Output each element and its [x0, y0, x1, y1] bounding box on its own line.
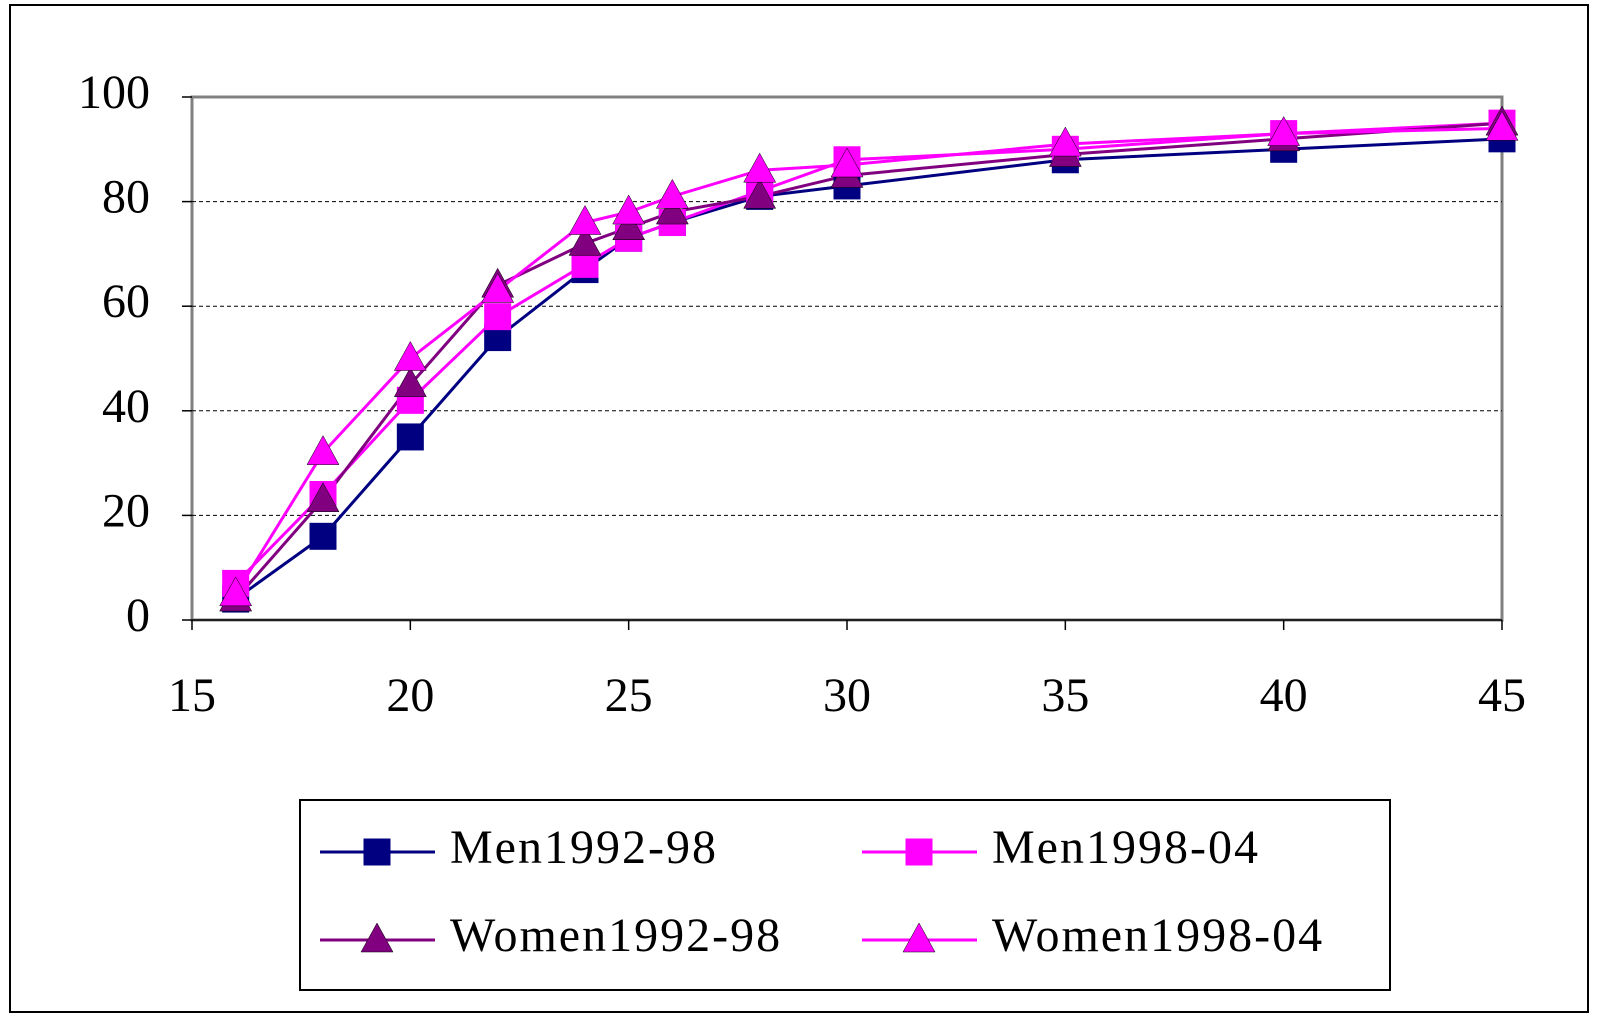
series-line — [234, 126, 1503, 595]
data-point — [393, 340, 427, 371]
data-point — [568, 225, 602, 256]
data-point — [306, 482, 340, 512]
legend-marker — [363, 838, 391, 866]
x-tick-label: 35 — [1041, 669, 1089, 722]
x-tick-label: 30 — [823, 669, 871, 722]
y-tick-label: 0 — [126, 589, 150, 642]
x-tick-label: 45 — [1478, 669, 1526, 722]
data-point — [655, 194, 689, 225]
y-tick-label: 60 — [102, 275, 150, 328]
x-tick-label: 40 — [1260, 669, 1308, 722]
data-point — [306, 435, 340, 465]
legend-label: Women1998-04 — [992, 909, 1324, 962]
series-line — [234, 121, 1503, 601]
data-point — [743, 178, 777, 209]
x-tick-label: 20 — [386, 669, 434, 722]
y-tick-label: 40 — [102, 380, 150, 433]
legend-label: Women1992-98 — [450, 909, 782, 962]
legend-marker — [902, 922, 936, 953]
x-tick-label: 15 — [168, 669, 216, 722]
data-point — [830, 147, 864, 178]
data-point — [1048, 126, 1082, 157]
data-point — [309, 522, 337, 550]
data-point — [396, 423, 424, 451]
x-tick-label: 25 — [605, 669, 653, 722]
data-point — [568, 205, 602, 235]
data-point — [481, 272, 515, 303]
data-point — [1267, 116, 1301, 146]
data-point — [484, 303, 512, 331]
data-point — [743, 152, 777, 183]
legend-marker — [360, 922, 394, 953]
data-point — [612, 194, 646, 225]
legend-label: Men1992-98 — [450, 821, 718, 874]
y-tick-label: 80 — [102, 171, 150, 224]
data-point — [219, 576, 253, 607]
series-line — [234, 121, 1503, 585]
data-point — [655, 178, 689, 209]
legend-label: Men1998-04 — [992, 821, 1260, 874]
data-point — [393, 367, 427, 397]
data-point — [1485, 110, 1519, 141]
y-tick-label: 20 — [102, 484, 150, 537]
legend-box — [299, 799, 1391, 991]
data-point — [612, 210, 646, 240]
y-tick-label: 100 — [78, 66, 150, 119]
legend-marker — [905, 838, 933, 866]
